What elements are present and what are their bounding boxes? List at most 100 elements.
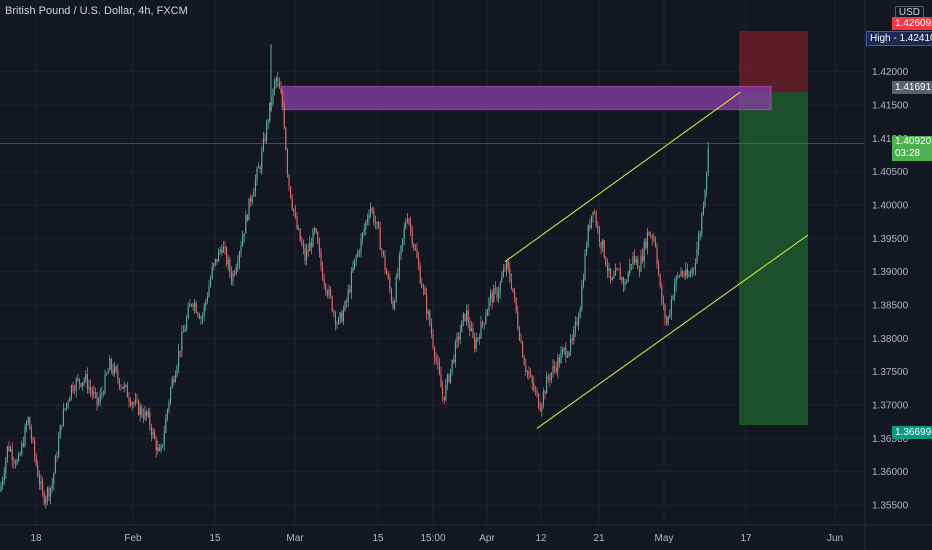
candle-body bbox=[414, 247, 416, 250]
candle-body bbox=[608, 268, 610, 272]
candle-body bbox=[509, 268, 511, 280]
candle-body bbox=[421, 282, 423, 288]
candle-body bbox=[550, 372, 552, 380]
candle-body bbox=[178, 350, 180, 367]
candle-body bbox=[702, 205, 704, 214]
candle-body bbox=[453, 359, 455, 363]
candle-body bbox=[94, 392, 96, 393]
candle-body bbox=[315, 228, 317, 233]
candle-body bbox=[269, 102, 271, 122]
candle-body bbox=[277, 78, 279, 82]
candle-body bbox=[230, 272, 232, 282]
candle-body bbox=[669, 314, 671, 317]
candle-body bbox=[638, 268, 640, 272]
candle-body bbox=[32, 439, 34, 441]
candle-body bbox=[285, 127, 287, 150]
candle-body bbox=[355, 256, 357, 260]
candle-body bbox=[610, 268, 612, 281]
candle-body bbox=[416, 249, 418, 258]
candle-body bbox=[438, 363, 440, 374]
candle-body bbox=[461, 320, 463, 333]
candle-body bbox=[106, 373, 108, 375]
candle-body bbox=[158, 447, 160, 451]
candle-body bbox=[150, 426, 152, 436]
candle-body bbox=[477, 337, 479, 339]
candle-body bbox=[533, 383, 535, 390]
candle-body bbox=[432, 334, 434, 348]
candle-body bbox=[504, 269, 506, 271]
candle-body bbox=[578, 317, 580, 325]
candle-body bbox=[544, 391, 546, 394]
candle-body bbox=[342, 310, 344, 322]
candle-body bbox=[293, 208, 295, 213]
candle-body bbox=[157, 447, 159, 451]
candle-body bbox=[595, 213, 597, 226]
candle-body bbox=[466, 310, 468, 321]
candle-body bbox=[115, 366, 117, 371]
candle-body bbox=[190, 304, 192, 306]
candle-body bbox=[429, 311, 431, 325]
candle-body bbox=[362, 233, 364, 239]
candle-body bbox=[450, 369, 452, 382]
candle-body bbox=[651, 235, 653, 240]
candle-body bbox=[27, 417, 29, 424]
candle-body bbox=[678, 275, 680, 277]
candle-body bbox=[546, 376, 548, 394]
candle-body bbox=[397, 273, 399, 277]
candle-body bbox=[2, 480, 4, 486]
candle-body bbox=[166, 409, 168, 418]
candle-body bbox=[405, 221, 407, 228]
candle-body bbox=[6, 446, 8, 460]
candle-body bbox=[552, 365, 554, 373]
x-tick-label: Feb bbox=[124, 533, 142, 544]
candle-body bbox=[290, 186, 292, 199]
candle-body bbox=[685, 269, 687, 277]
candle-body bbox=[256, 168, 258, 180]
candle-body bbox=[589, 225, 591, 228]
candle-body bbox=[587, 225, 589, 246]
candle-body bbox=[194, 303, 196, 307]
candle-body bbox=[515, 297, 517, 312]
candle-body bbox=[538, 393, 540, 408]
candle-body bbox=[182, 331, 184, 333]
stop-price-tag-value: 1.36699 bbox=[895, 427, 932, 438]
candle-body bbox=[482, 321, 484, 324]
candle-body bbox=[408, 219, 410, 224]
candle-body bbox=[600, 242, 602, 248]
candle-body bbox=[222, 246, 224, 253]
candle-body bbox=[186, 318, 188, 330]
candle-body bbox=[365, 221, 367, 230]
candle-body bbox=[160, 445, 162, 451]
candle-body bbox=[291, 198, 293, 209]
candle-body bbox=[699, 233, 701, 237]
candle-body bbox=[586, 245, 588, 254]
candle-body bbox=[382, 251, 384, 255]
candle-body bbox=[82, 382, 84, 387]
candle-body bbox=[221, 249, 223, 253]
candle-body bbox=[411, 228, 413, 244]
candle-body bbox=[114, 366, 116, 374]
candle-body bbox=[24, 426, 26, 446]
candle-body bbox=[170, 387, 172, 402]
candle-body bbox=[165, 417, 167, 433]
candle-body bbox=[490, 293, 492, 300]
candle-body bbox=[192, 304, 194, 307]
candle-body bbox=[168, 401, 170, 410]
candle-body bbox=[5, 459, 7, 474]
candle-body bbox=[581, 286, 583, 309]
candle-body bbox=[698, 236, 700, 250]
x-tick-label: Jun bbox=[827, 533, 843, 544]
candle-body bbox=[310, 242, 312, 248]
candle-body bbox=[526, 371, 528, 373]
candle-body bbox=[37, 465, 39, 477]
candle-body bbox=[299, 228, 301, 241]
candle-body bbox=[488, 299, 490, 310]
candle-body bbox=[514, 291, 516, 298]
high-tag-value: 1.42410 bbox=[899, 33, 932, 44]
candle-body bbox=[286, 149, 288, 175]
candle-body bbox=[373, 210, 375, 223]
candle-body bbox=[8, 446, 10, 451]
candle-body bbox=[462, 313, 464, 321]
